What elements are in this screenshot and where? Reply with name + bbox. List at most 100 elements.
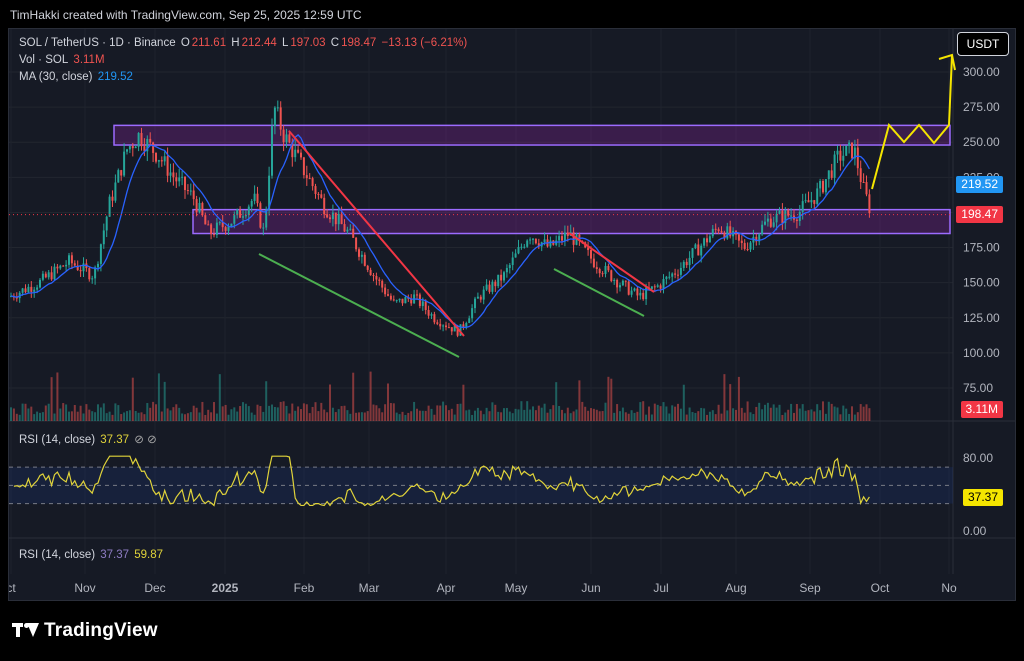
candle-body <box>65 264 68 267</box>
rsi-settings-icon[interactable]: ⊘ ⊘ <box>134 434 157 446</box>
candle-body <box>358 249 360 257</box>
candle-body <box>239 209 242 218</box>
currency-button[interactable]: USDT <box>957 32 1009 56</box>
candle-body <box>210 224 213 235</box>
candle-body <box>207 224 210 226</box>
volume-bar <box>314 402 317 421</box>
volume-bar <box>401 411 404 421</box>
candle-body <box>804 200 807 202</box>
volume-bar <box>729 384 732 421</box>
candle-body <box>532 238 534 240</box>
candle-body <box>726 226 729 239</box>
volume-bar <box>221 406 224 421</box>
candle-body <box>236 209 239 216</box>
volume-bar <box>465 410 468 421</box>
chart-canvas[interactable]: 75.00100.00125.00150.00175.00200.00225.0… <box>9 29 1015 600</box>
volume-bar <box>320 402 323 421</box>
volume-bar <box>152 401 155 421</box>
candle-body <box>395 300 398 302</box>
projection-path <box>871 54 953 190</box>
volume-bar <box>650 414 653 421</box>
candle-body <box>764 221 766 225</box>
candle-body <box>59 265 62 269</box>
volume-bar <box>273 406 276 421</box>
ma-price-badge: 219.52 <box>956 176 1003 193</box>
candle-body <box>326 214 329 218</box>
candle-body <box>619 285 621 288</box>
candle-body <box>73 263 76 266</box>
candle-body <box>845 145 848 156</box>
volume-bar <box>694 412 697 421</box>
volume-bar <box>468 409 471 421</box>
volume-bar <box>500 412 503 421</box>
volume-bar <box>233 407 236 421</box>
candle-body <box>242 216 244 218</box>
candle-body <box>166 156 169 176</box>
candle-body <box>566 232 569 236</box>
volume-bar <box>276 407 279 421</box>
candle-body <box>839 150 842 161</box>
high-value: 212.44 <box>241 37 277 49</box>
volume-bar <box>677 403 679 421</box>
tradingview-logo[interactable]: TradingView <box>12 620 158 642</box>
candle-body <box>795 219 798 222</box>
volume-bar <box>149 407 152 421</box>
candle-body <box>474 298 476 309</box>
volume-bar <box>302 403 305 421</box>
candle-body <box>256 193 259 204</box>
candle-body <box>68 255 70 265</box>
candle-body <box>387 294 389 296</box>
volume-bar <box>126 411 128 421</box>
volume-bar <box>659 406 662 421</box>
candle-body <box>523 246 526 248</box>
volume-bar <box>566 407 569 421</box>
volume-bar <box>244 403 247 421</box>
volume-bar <box>630 410 633 421</box>
volume-bar <box>842 405 845 421</box>
volume-bar <box>639 402 642 421</box>
volume-bar <box>853 414 856 421</box>
candle-body <box>737 234 740 241</box>
tv-logo-icon <box>12 623 39 637</box>
ma-label[interactable]: MA (30, close) <box>19 71 93 83</box>
candle-body <box>706 238 708 243</box>
candle-body <box>33 289 36 292</box>
candle-body <box>520 246 523 248</box>
candle-body <box>218 222 221 224</box>
candle-body <box>311 178 314 187</box>
volume-bar <box>587 410 590 421</box>
candle-body <box>610 270 613 282</box>
candle-body <box>184 176 186 191</box>
volume-bar <box>65 404 68 421</box>
chart-frame[interactable]: 75.00100.00125.00150.00175.00200.00225.0… <box>8 28 1016 601</box>
candle-body <box>613 279 616 282</box>
volume-bar <box>833 406 836 421</box>
candle-body <box>674 273 677 275</box>
volume-bar <box>836 407 839 421</box>
candle-body <box>44 273 47 278</box>
volume-bar <box>674 406 677 421</box>
candle-body <box>587 247 590 251</box>
volume-bar <box>181 413 184 421</box>
volume-bar <box>819 410 822 421</box>
volume-bar <box>157 373 160 421</box>
volume-bar <box>479 410 482 421</box>
candle-body <box>114 182 117 201</box>
rsi-value: 37.37 <box>100 434 130 446</box>
candle-body <box>155 152 157 162</box>
candle-body <box>215 222 218 235</box>
volume-bar <box>772 404 775 421</box>
volume-label[interactable]: Vol · SOL <box>19 54 69 66</box>
candle-body <box>273 107 276 127</box>
volume-bar <box>514 408 517 421</box>
rsi-label[interactable]: RSI (14, close) <box>19 434 96 446</box>
rsi2-label[interactable]: RSI (14, close) <box>19 549 96 561</box>
symbol-label[interactable]: SOL / TetherUS · 1D · Binance <box>19 37 176 49</box>
candle-body <box>830 170 833 178</box>
candle-body <box>598 269 601 274</box>
volume-bar <box>146 403 149 421</box>
volume-bar <box>418 410 421 421</box>
volume-bar <box>859 404 862 421</box>
candle-body <box>302 157 305 176</box>
volume-bar <box>552 405 555 421</box>
